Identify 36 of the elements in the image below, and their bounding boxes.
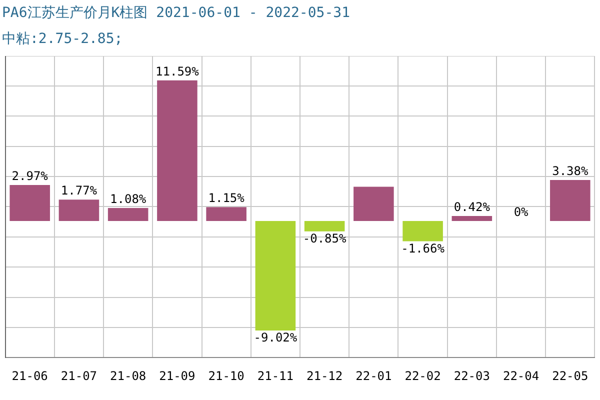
bar [304,221,345,232]
x-tick-label: 21-10 [208,368,244,383]
x-tick-label: 21-08 [110,368,146,383]
bar [402,221,443,242]
data-label: 3.38% [552,164,589,178]
x-tick-label: 21-07 [60,368,98,383]
x-tick-label: 22-04 [502,368,540,383]
chart-title: PA6江苏生产价月K柱图 2021-06-01 - 2022-05-31 [2,4,350,22]
x-tick-label: 21-11 [257,368,294,383]
data-label: 1.08% [110,192,147,206]
x-tick-label: 21-09 [159,368,196,383]
bar [255,221,296,331]
bar [157,80,198,222]
bar [206,207,246,222]
x-tick-label: 21-12 [306,368,343,383]
data-label: 1.77% [60,184,98,198]
data-label: 11.59% [156,64,200,79]
x-tick-label: 22-01 [356,368,392,383]
data-label: -1.66% [401,241,446,256]
x-tick-label: 22-05 [552,368,588,383]
data-label: -0.85% [302,232,348,246]
x-tick-label: 21-06 [12,368,48,383]
chart-subtitle: 中粘:2.75-2.85; [2,30,123,48]
bar [550,180,590,222]
x-tick-label: 22-03 [454,368,490,383]
data-label: 0.42% [454,200,491,214]
data-label: 0% [514,205,530,220]
bar [58,200,100,222]
data-label: 2.97% [12,169,49,184]
bar [10,185,50,222]
data-label: -9.02% [254,330,298,345]
x-tick-label: 22-02 [404,368,441,383]
bar [452,216,492,222]
bar [108,208,148,222]
bar [354,186,394,222]
data-label: 1.15% [208,191,246,206]
